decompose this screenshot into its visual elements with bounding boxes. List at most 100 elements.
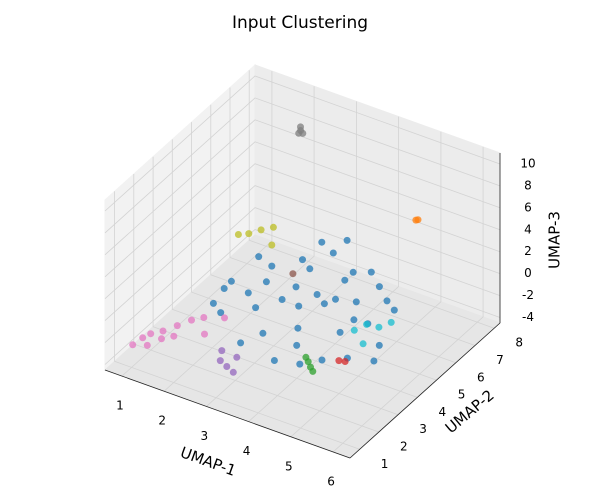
grid-line bbox=[121, 71, 273, 377]
data-point bbox=[268, 262, 276, 270]
data-point bbox=[359, 340, 367, 348]
x-tick-label: 3 bbox=[201, 429, 209, 443]
data-point bbox=[309, 367, 317, 375]
z-tick-label: 8 bbox=[524, 178, 532, 192]
x-axis-label: UMAP-1 bbox=[178, 443, 239, 480]
data-point bbox=[302, 353, 310, 361]
data-point bbox=[292, 283, 300, 291]
grid-line bbox=[114, 191, 360, 450]
y-tick-label: 5 bbox=[458, 388, 466, 402]
data-point bbox=[390, 306, 398, 314]
z-tick-label: 10 bbox=[520, 156, 535, 170]
data-point bbox=[343, 236, 351, 244]
y-axis-label: UMAP-2 bbox=[442, 386, 498, 437]
chart-title: Input Clustering bbox=[232, 13, 368, 33]
data-point bbox=[257, 226, 265, 234]
data-point bbox=[375, 283, 383, 291]
data-point bbox=[221, 314, 228, 322]
data-point bbox=[336, 328, 344, 336]
y-axis-line bbox=[349, 322, 501, 459]
data-point bbox=[350, 316, 358, 324]
data-point bbox=[244, 289, 252, 297]
grid-line bbox=[290, 131, 442, 438]
data-point bbox=[299, 256, 306, 264]
grid-line bbox=[104, 229, 501, 365]
x-axis-line bbox=[104, 369, 351, 459]
data-point bbox=[352, 298, 360, 306]
y-tick-label: 8 bbox=[515, 336, 523, 350]
data-point bbox=[350, 326, 358, 334]
data-point bbox=[188, 316, 195, 324]
data-point bbox=[245, 230, 253, 238]
y-tick-label: 1 bbox=[381, 457, 389, 471]
data-point bbox=[173, 322, 181, 330]
grid-line bbox=[152, 156, 399, 416]
y-tick-label: 2 bbox=[400, 440, 408, 454]
z-tick-label: 6 bbox=[524, 200, 532, 214]
data-point bbox=[201, 330, 208, 338]
data-point bbox=[223, 363, 231, 370]
data-point bbox=[233, 353, 241, 361]
data-point bbox=[237, 339, 245, 347]
z-tick-label: -4 bbox=[522, 310, 534, 324]
data-point bbox=[329, 249, 337, 257]
z-tick-label: 2 bbox=[524, 244, 532, 258]
data-point bbox=[220, 285, 228, 292]
grid-line bbox=[163, 86, 315, 392]
data-point bbox=[297, 123, 304, 131]
data-point bbox=[268, 241, 276, 249]
x-tick-label: 4 bbox=[243, 444, 251, 458]
data-point bbox=[269, 223, 277, 231]
data-point bbox=[363, 320, 371, 328]
data-point bbox=[270, 357, 278, 364]
data-point bbox=[320, 300, 328, 308]
data-point bbox=[383, 297, 391, 305]
data-point bbox=[295, 302, 303, 310]
grid-line bbox=[171, 139, 418, 398]
data-point bbox=[313, 291, 321, 298]
x-tick-label: 5 bbox=[285, 459, 293, 473]
z-tick-label: 4 bbox=[524, 222, 532, 236]
data-point bbox=[375, 341, 383, 349]
z-axis-label: UMAP-3 bbox=[546, 211, 564, 269]
y-tick-label: 3 bbox=[419, 422, 427, 436]
data-point bbox=[209, 299, 217, 307]
grid-line bbox=[104, 75, 501, 212]
x-tick-label: 6 bbox=[327, 474, 335, 488]
z-tick-label: 0 bbox=[524, 266, 532, 280]
data-point bbox=[370, 357, 378, 365]
data-point bbox=[129, 341, 137, 349]
grid-line bbox=[248, 70, 495, 329]
data-point bbox=[217, 309, 225, 317]
grid-line bbox=[104, 207, 501, 343]
y-tick-label: 7 bbox=[496, 353, 504, 367]
grid-line bbox=[104, 185, 501, 321]
grid-line bbox=[191, 122, 437, 381]
data-point bbox=[332, 295, 339, 303]
data-point bbox=[318, 238, 326, 246]
data-point bbox=[229, 368, 237, 376]
data-point bbox=[218, 347, 226, 355]
data-point bbox=[216, 357, 224, 365]
data-point bbox=[262, 278, 270, 286]
grid-line bbox=[210, 104, 456, 364]
data-point bbox=[349, 268, 357, 276]
data-point bbox=[143, 341, 151, 349]
data-point bbox=[278, 296, 286, 303]
data-point bbox=[295, 129, 303, 137]
data-point bbox=[170, 332, 178, 340]
data-point bbox=[296, 360, 304, 368]
data-point bbox=[341, 358, 349, 365]
data-point bbox=[387, 318, 395, 326]
x-tick-label: 2 bbox=[158, 414, 166, 428]
grid-line bbox=[104, 97, 501, 234]
data-point bbox=[255, 253, 263, 261]
data-point bbox=[158, 335, 165, 343]
data-point bbox=[306, 265, 314, 273]
data-point bbox=[289, 270, 297, 278]
y-tick-label: 4 bbox=[438, 405, 446, 419]
grid-line bbox=[229, 87, 476, 346]
data-point bbox=[159, 327, 167, 335]
data-point bbox=[375, 323, 383, 331]
